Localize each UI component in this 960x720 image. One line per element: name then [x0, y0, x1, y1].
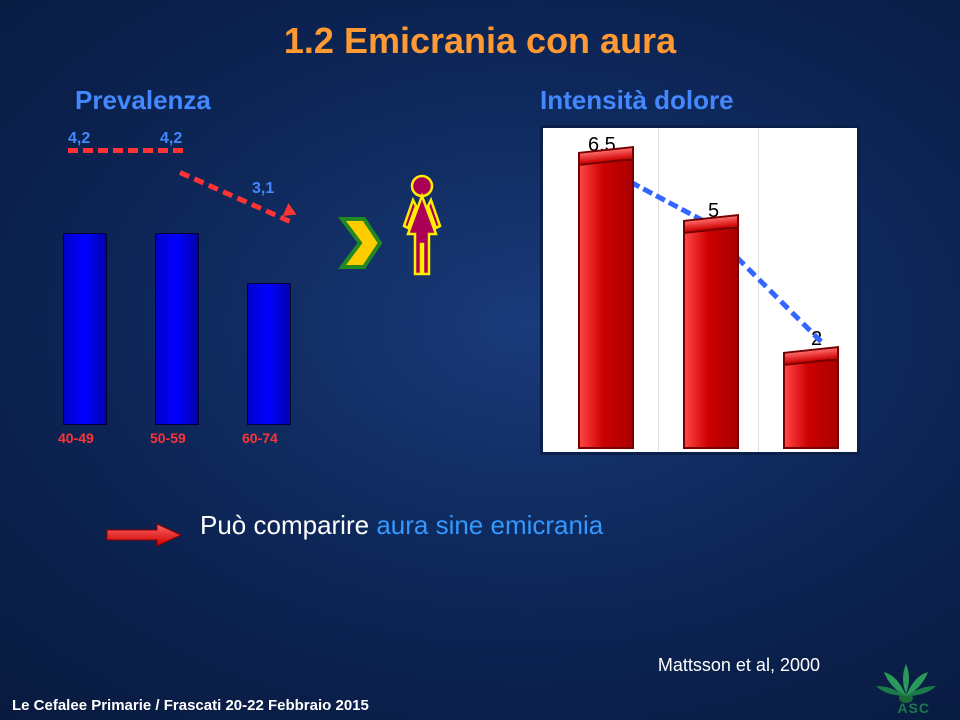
subtitle-prevalenza: Prevalenza — [75, 85, 211, 116]
right-bar-1 — [578, 159, 634, 449]
left-bar-1 — [63, 233, 107, 425]
left-bar-value-1: 4,2 — [68, 130, 90, 148]
prevalenza-chart — [55, 195, 325, 425]
footer-text: Le Cefalee Primarie / Frascati 20-22 Feb… — [12, 697, 369, 714]
left-trend-segment-1 — [68, 148, 183, 153]
slide: 1.2 Emicrania con aura Prevalenza Intens… — [0, 0, 960, 720]
right-bar-3 — [783, 359, 839, 449]
subtitle-intensita: Intensità dolore — [540, 85, 734, 116]
right-chart-gridline-2 — [758, 128, 759, 452]
intensita-chart: 6.5 5 2 — [540, 125, 860, 455]
female-person-icon — [398, 174, 446, 282]
chevron-right-icon — [336, 215, 386, 271]
slide-title: 1.2 Emicrania con aura — [0, 20, 960, 62]
left-bar-2 — [155, 233, 199, 425]
left-bar-category-1: 40-49 — [58, 430, 94, 446]
bottom-note-emphasis: aura sine emicrania — [376, 510, 603, 540]
bottom-note: Può comparire aura sine emicrania — [200, 510, 603, 541]
right-bar-cap-3 — [783, 346, 839, 366]
right-chart-gridline-1 — [658, 128, 659, 452]
bottom-note-prefix: Può comparire — [200, 510, 376, 540]
citation: Mattsson et al, 2000 — [658, 655, 820, 676]
right-bar-2 — [683, 227, 739, 449]
logo-text: ASC — [897, 700, 930, 716]
arrow-right-icon — [105, 522, 183, 548]
right-bar-cap-1 — [578, 146, 634, 166]
left-bar-value-2: 4,2 — [160, 130, 182, 148]
left-bar-3 — [247, 283, 291, 425]
left-bar-category-2: 50-59 — [150, 430, 186, 446]
footer: Le Cefalee Primarie / Frascati 20-22 Feb… — [0, 682, 960, 720]
left-bar-category-3: 60-74 — [242, 430, 278, 446]
